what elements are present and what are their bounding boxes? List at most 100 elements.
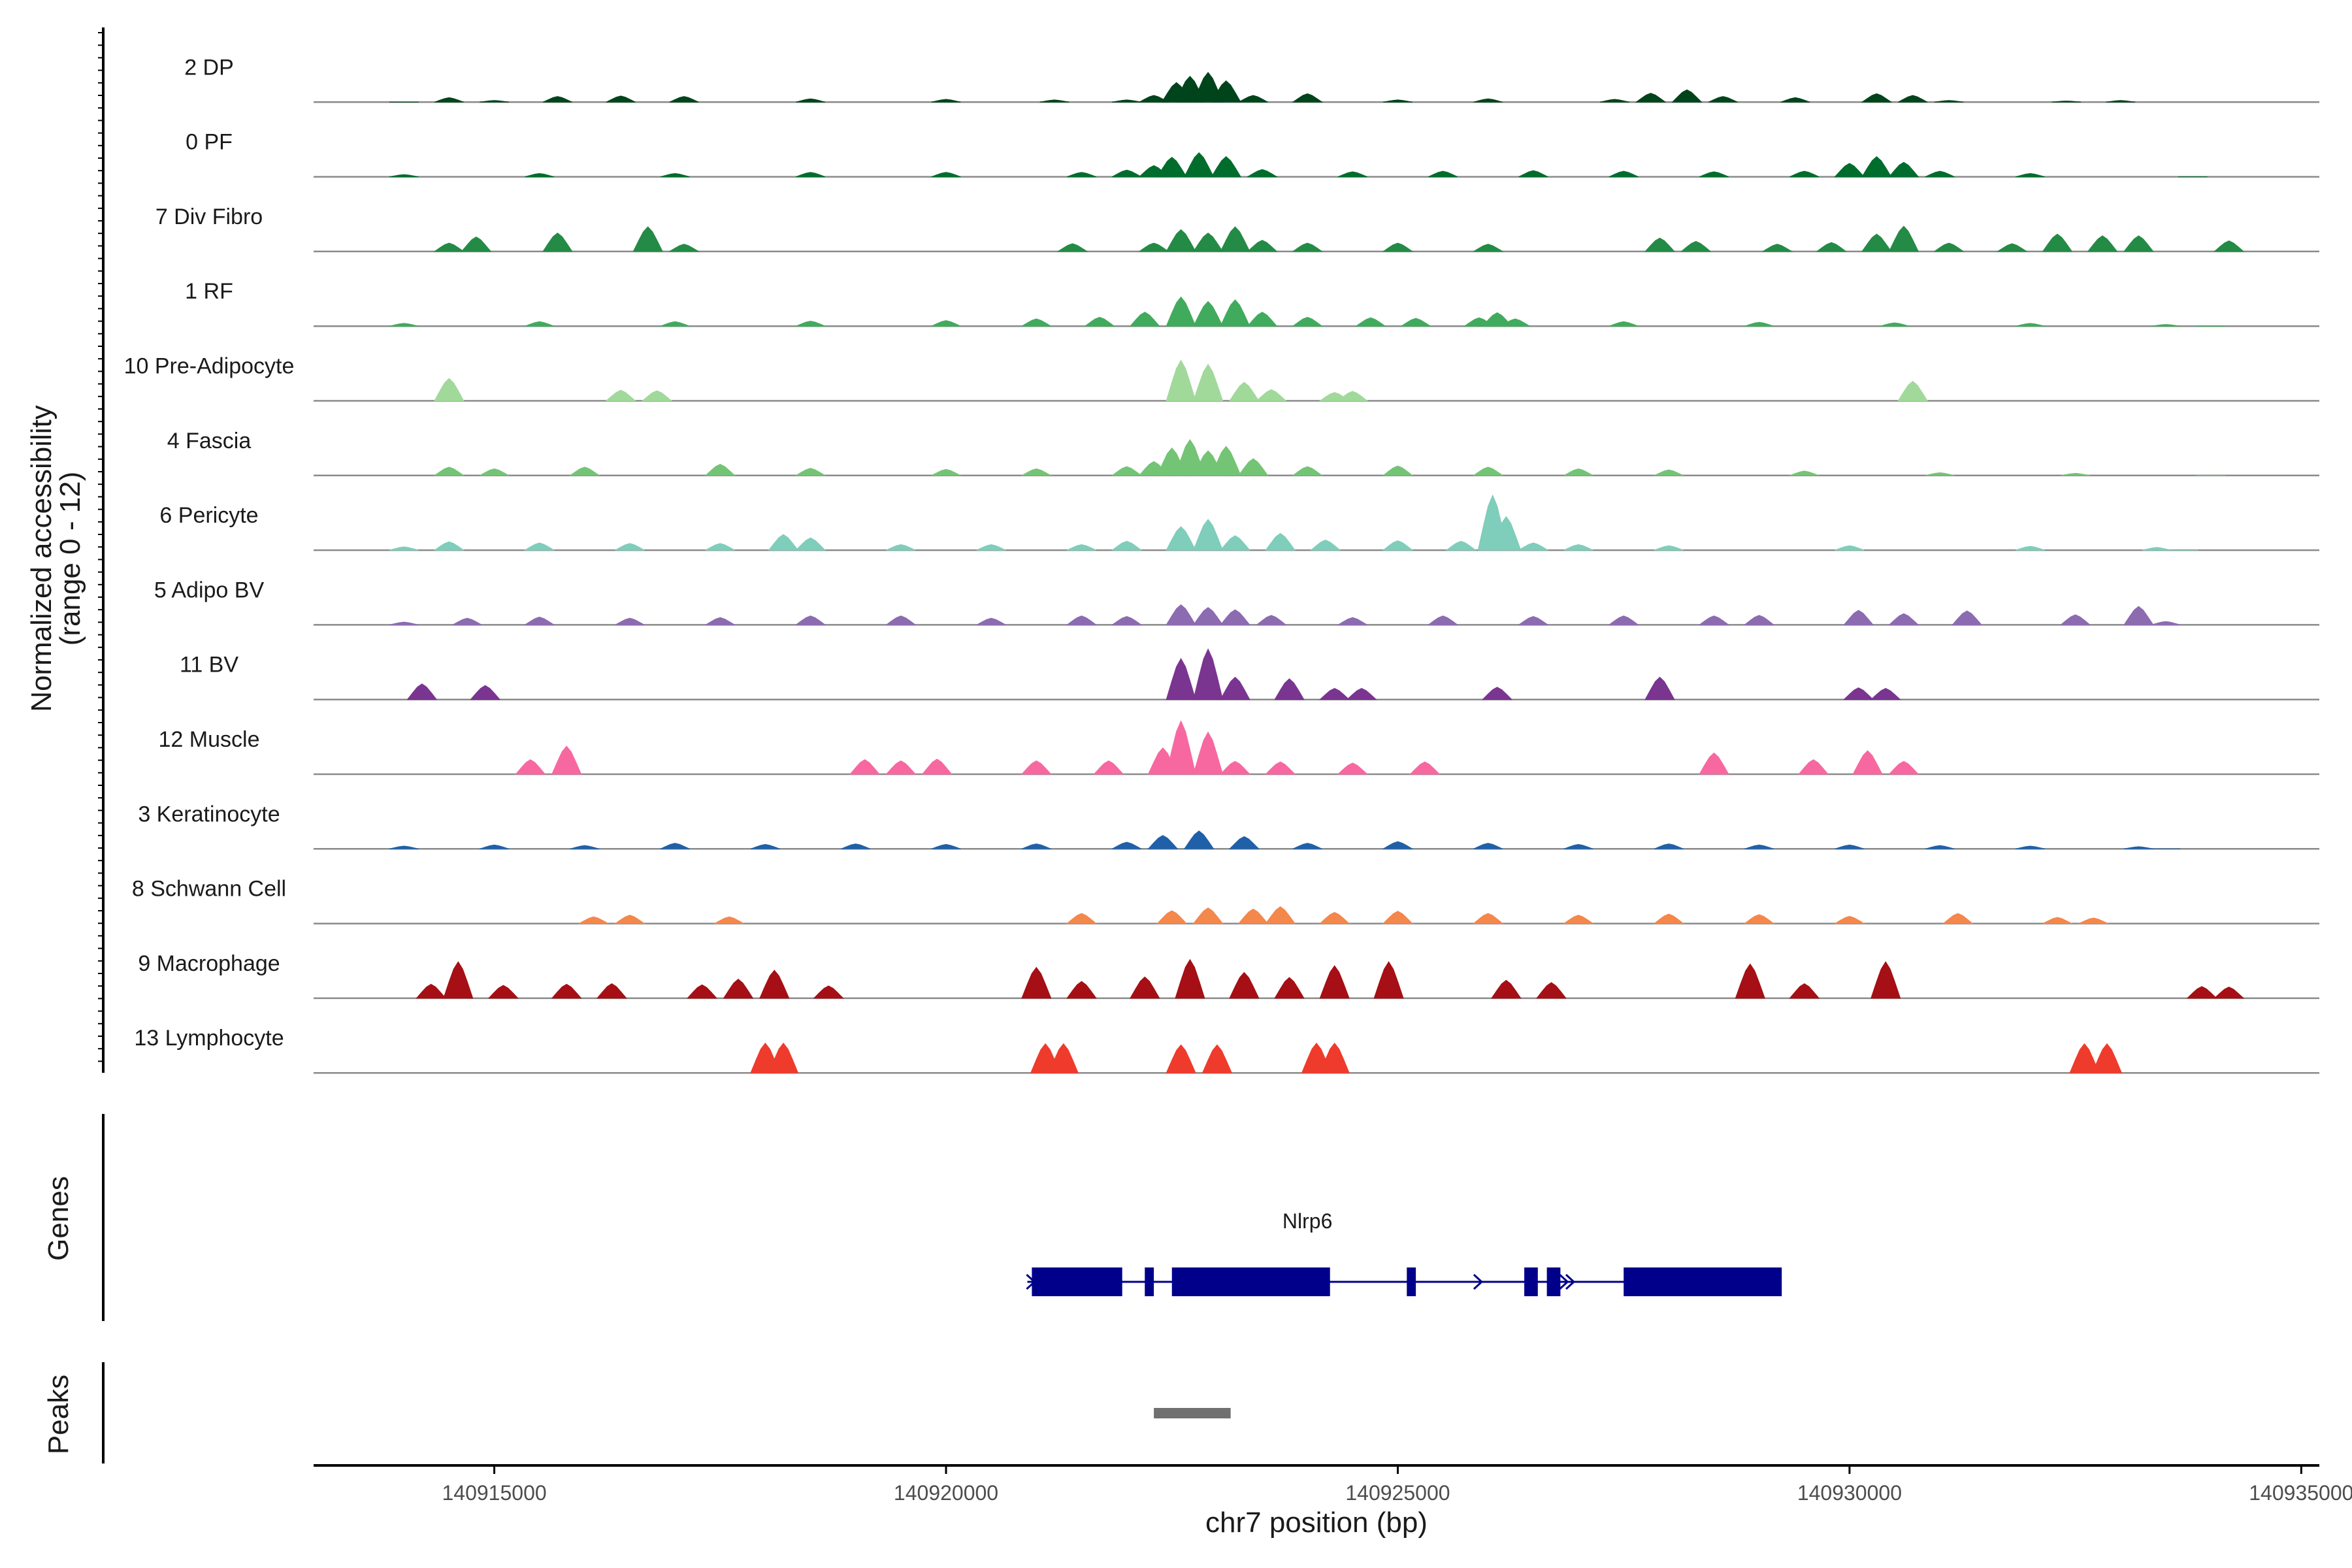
- track-peak-4-fascia: [1789, 470, 1820, 476]
- track-peak-8-schwann-cell: [1237, 908, 1269, 924]
- gene-exon: [1145, 1267, 1154, 1296]
- track-peak-5-adipo-bv: [2059, 614, 2091, 625]
- track-peak-3-keratinocyte: [389, 845, 419, 849]
- track-label-0-pf: 0 PF: [186, 130, 233, 155]
- track-peak-2-dp: [2106, 100, 2136, 103]
- track-peak-6-pericyte: [1654, 545, 1684, 551]
- track-peak-9-macrophage: [687, 984, 718, 999]
- track-peak-5-adipo-bv: [2123, 606, 2154, 625]
- track-peak-7-div-fibro: [2213, 240, 2245, 252]
- track-peak-7-div-fibro: [1056, 243, 1088, 252]
- track-peak-2-dp: [1898, 95, 1928, 103]
- track-peak-3-keratinocyte: [1473, 843, 1503, 849]
- track-peak-3-keratinocyte: [1744, 844, 1774, 849]
- track-peak-5-adipo-bv: [1192, 607, 1224, 625]
- track-peak-5-adipo-bv: [704, 617, 736, 625]
- gene-exon: [1032, 1267, 1122, 1296]
- gene-exon: [1407, 1267, 1416, 1296]
- track-peak-6-pericyte: [1382, 540, 1414, 551]
- track-peak-6-pericyte: [1563, 544, 1593, 551]
- track-peak-1-rf: [1399, 318, 1432, 327]
- track-peak-9-macrophage: [596, 983, 627, 999]
- track-peak-9-macrophage: [1021, 966, 1052, 999]
- track-peak-9-macrophage: [723, 979, 754, 999]
- track-peak-9-macrophage: [416, 983, 447, 999]
- track-peak-2-dp: [1039, 99, 1070, 103]
- track-peak-8-schwann-cell: [714, 916, 744, 924]
- track-peak-3-keratinocyte: [1835, 844, 1865, 849]
- track-peak-1-rf: [2015, 323, 2046, 327]
- track-peak-11-bv: [1870, 687, 1901, 700]
- tracks-group: 2 DP 0 PF 7 Div Fibro 1 RF 10 Pre-Adipocyte 4…: [124, 55, 2319, 1074]
- track-peak-12-muscle: [1021, 760, 1052, 775]
- track-peak-1-rf: [1499, 318, 1531, 327]
- track-peak-0-pf: [1156, 156, 1187, 178]
- track-peak-12-muscle: [1888, 760, 1919, 775]
- track-peak-11-bv: [406, 683, 438, 700]
- track-peak-2-dp: [669, 96, 699, 103]
- track-label-11-bv: 11 BV: [180, 653, 238, 678]
- gene-exon: [1624, 1267, 1782, 1296]
- track-y-minor-ticks: [98, 32, 103, 1062]
- track-label-10-pre-adipocyte: 10 Pre-Adipocyte: [124, 354, 295, 379]
- track-peak-0-pf: [1518, 170, 1548, 178]
- track-peak-4-fascia: [1237, 458, 1269, 476]
- track-peak-5-adipo-bv: [794, 615, 826, 625]
- track-peak-0-pf: [1699, 171, 1729, 178]
- track-peak-11-bv: [470, 685, 501, 700]
- track-peak-2-dp: [931, 99, 961, 103]
- track-peak-0-pf: [1183, 152, 1215, 178]
- track-label-6-pericyte: 6 Pericyte: [159, 503, 258, 528]
- y-axis-range: (range 0 - 12): [54, 472, 86, 646]
- track-peak-3-keratinocyte: [750, 843, 780, 849]
- track-peak-9-macrophage: [1319, 965, 1350, 999]
- track-label-5-adipo-bv: 5 Adipo BV: [154, 578, 265, 602]
- x-tick-label: 140925000: [1345, 1481, 1450, 1505]
- track-peak-4-fascia: [1654, 469, 1684, 476]
- track-peak-5-adipo-bv: [615, 617, 645, 625]
- track-peak-3-keratinocyte: [1654, 843, 1684, 849]
- track-peak-7-div-fibro: [2123, 235, 2154, 252]
- track-peak-3-keratinocyte: [1183, 830, 1215, 849]
- track-peak-0-pf: [1925, 171, 1955, 178]
- track-peak-4-fascia: [568, 466, 600, 476]
- track-peak-8-schwann-cell: [613, 915, 646, 924]
- x-tick-label: 140915000: [442, 1481, 546, 1505]
- track-peak-9-macrophage: [1735, 963, 1765, 999]
- track-peak-9-macrophage: [1130, 976, 1160, 999]
- track-peak-2-dp: [434, 97, 464, 103]
- peaks-group: [1154, 1408, 1231, 1418]
- track-peak-0-pf: [1428, 171, 1458, 178]
- track-y-axis: [98, 27, 105, 1073]
- track-peak-7-div-fibro: [1220, 226, 1250, 252]
- track-peak-9-macrophage: [1870, 961, 1901, 999]
- track-peak-8-schwann-cell: [1319, 911, 1350, 924]
- track-peak-12-muscle: [1699, 752, 1729, 775]
- track-peak-0-pf: [525, 172, 555, 178]
- track-peak-0-pf: [1609, 171, 1639, 178]
- track-peak-13-lymphocyte: [2091, 1043, 2123, 1073]
- track-peak-2-dp: [542, 96, 573, 103]
- track-peak-8-schwann-cell: [1653, 913, 1685, 924]
- track-peak-10-pre-adipocyte: [1166, 359, 1196, 401]
- track-peak-12-muscle: [1852, 750, 1883, 775]
- track-peak-4-fascia: [1563, 468, 1593, 476]
- track-peak-5-adipo-bv: [1952, 610, 1983, 625]
- track-peak-6-pericyte: [1066, 544, 1097, 551]
- track-peak-3-keratinocyte: [660, 843, 690, 849]
- track-peak-7-div-fibro: [461, 237, 492, 252]
- track-peak-3-keratinocyte: [570, 845, 600, 849]
- track-peak-0-pf: [1337, 171, 1367, 178]
- track-peak-5-adipo-bv: [1427, 615, 1459, 625]
- track-peak-3-keratinocyte: [1563, 843, 1593, 849]
- track-peak-12-muscle: [1166, 720, 1196, 775]
- strand-arrow-icon: [1565, 1273, 1576, 1290]
- track-peak-2-dp: [1934, 100, 1964, 103]
- genes-panel-label: Genes: [42, 1176, 74, 1261]
- track-peak-2-dp: [796, 98, 826, 103]
- track-peak-2-dp: [1671, 89, 1703, 103]
- track-peak-1-rf: [660, 321, 690, 327]
- track-peak-13-lymphocyte: [768, 1042, 799, 1073]
- track-peak-9-macrophage: [1175, 958, 1205, 999]
- track-peak-7-div-fibro: [542, 232, 573, 252]
